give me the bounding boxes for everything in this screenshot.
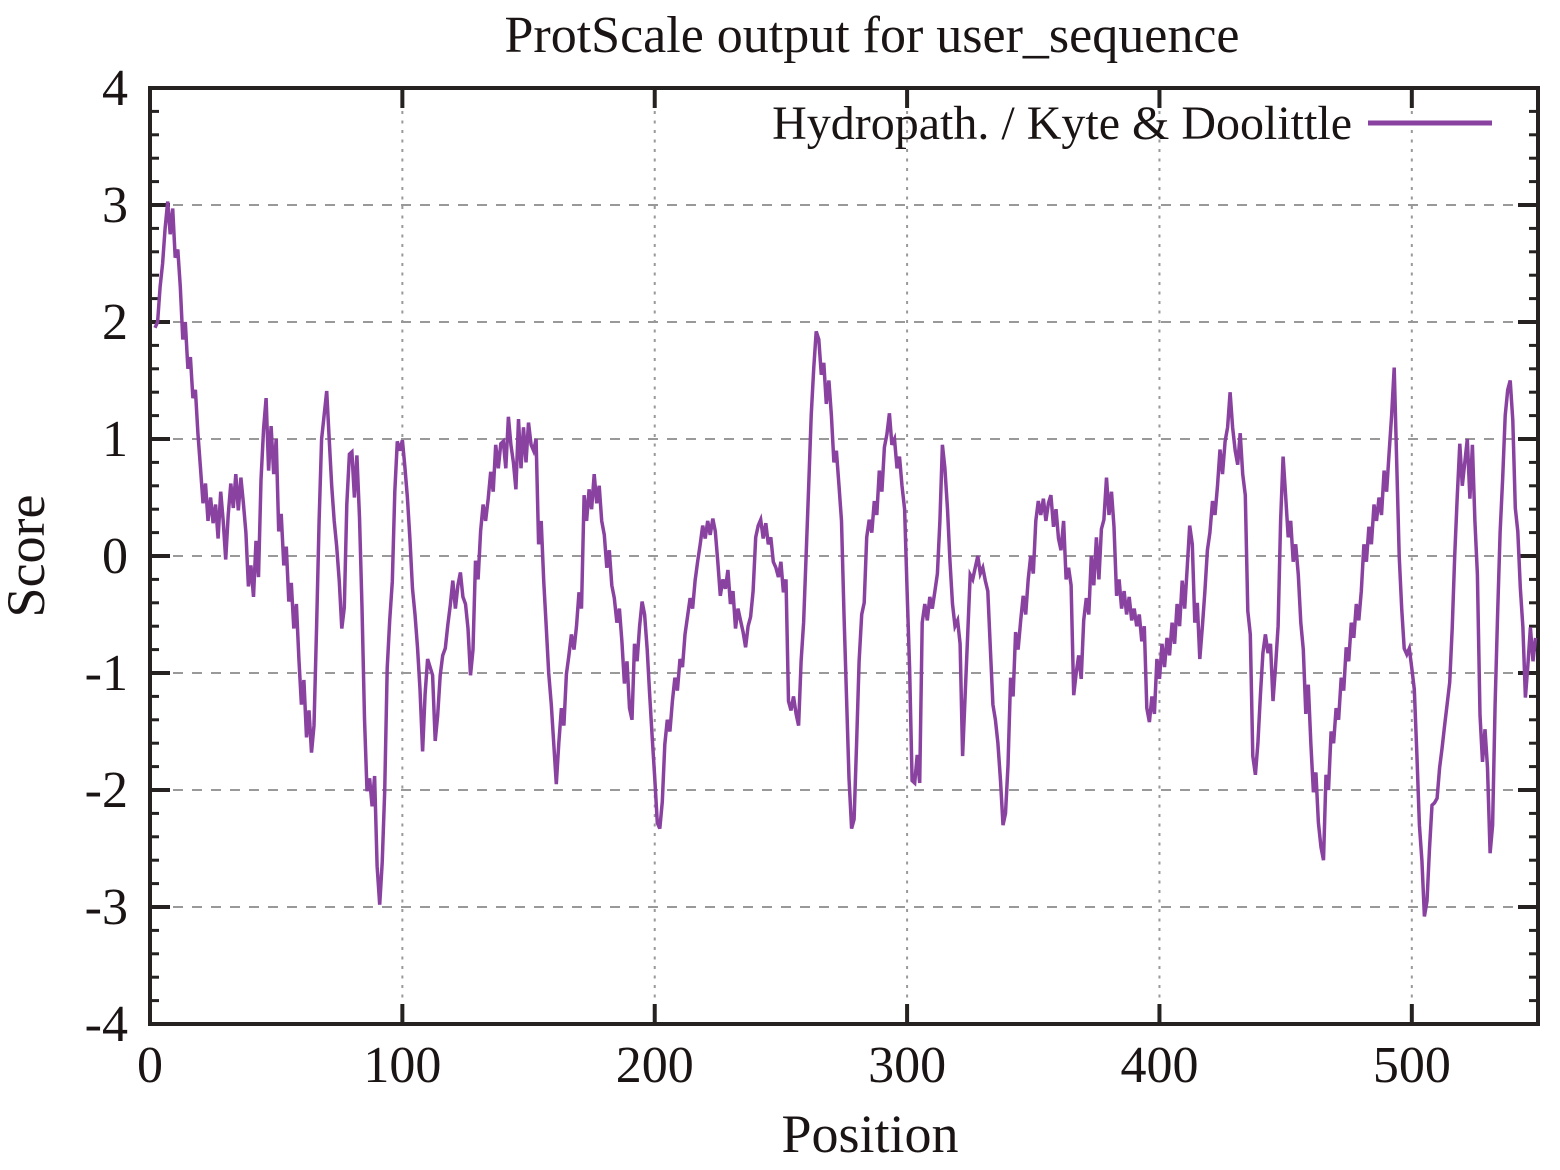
y-tick-label: -2 — [85, 762, 128, 819]
y-tick-label: 1 — [102, 411, 128, 468]
legend: Hydropath. / Kyte & Doolittle — [772, 97, 1492, 150]
x-tick-label: 400 — [1120, 1037, 1198, 1094]
x-tick-label: 200 — [616, 1037, 694, 1094]
y-tick-label: 2 — [102, 294, 128, 351]
y-tick-label: -4 — [85, 996, 128, 1053]
series-layer — [153, 201, 1538, 917]
legend-label: Hydropath. / Kyte & Doolittle — [772, 97, 1352, 150]
y-tick-label: 4 — [102, 60, 128, 117]
plot-border — [148, 86, 1540, 1026]
chart-title: ProtScale output for user_sequence — [504, 7, 1239, 64]
tick-label-layer: -4 -3 -2 -1 0 1 2 3 4 0 100 200 300 400 500 — [85, 60, 1451, 1094]
x-tick-label: 300 — [868, 1037, 946, 1094]
x-tick-label: 0 — [137, 1037, 163, 1094]
x-tick-label: 100 — [363, 1037, 441, 1094]
y-tick-label: 0 — [102, 528, 128, 585]
y-tick-label: -1 — [85, 645, 128, 702]
y-axis-label: Score — [0, 495, 56, 618]
y-tick-label: -3 — [85, 879, 128, 936]
x-axis-label: Position — [781, 1104, 958, 1164]
x-tick-label: 500 — [1373, 1037, 1451, 1094]
y-tick-label: 3 — [102, 177, 128, 234]
hydropathy-line — [153, 201, 1538, 917]
